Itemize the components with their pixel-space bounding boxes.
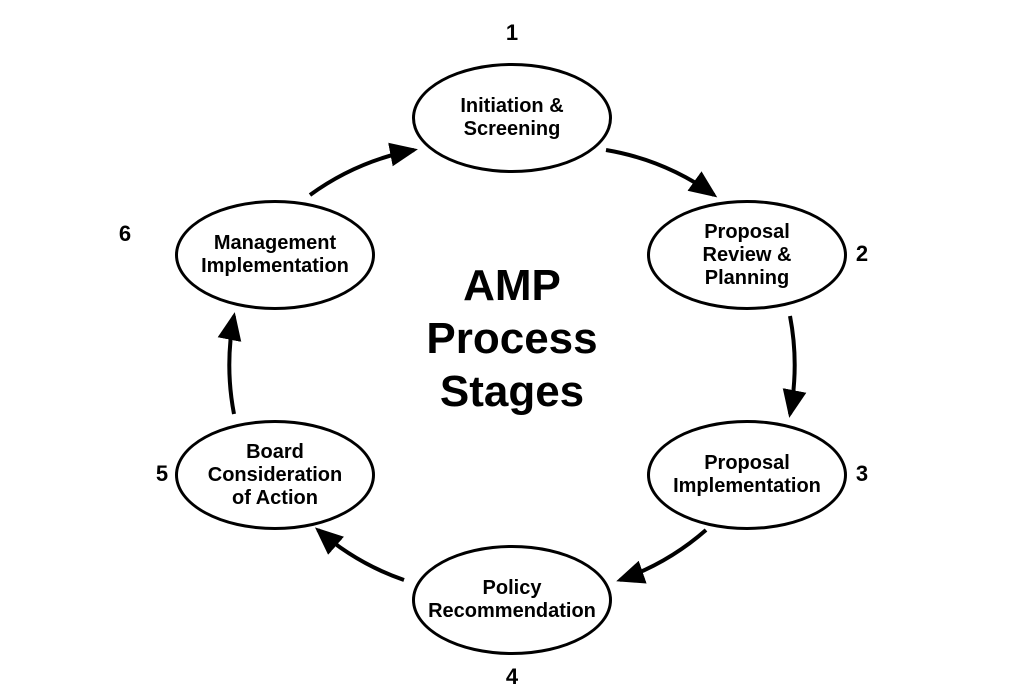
title-line-2: Process (352, 313, 672, 366)
title-line-1: AMP (352, 260, 672, 313)
title-line-3: Stages (352, 366, 672, 419)
stage-node-5: Board Consideration of Action (175, 420, 375, 530)
stage-number-6: 6 (110, 221, 140, 247)
stage-node-6: Management Implementation (175, 200, 375, 310)
stage-label: Proposal Review & Planning (703, 221, 792, 290)
stage-label: Board Consideration of Action (208, 441, 342, 510)
arrow-6-to-1 (310, 150, 414, 195)
arrow-4-to-5 (318, 530, 404, 580)
arrow-3-to-4 (620, 530, 706, 580)
stage-label: Initiation & Screening (460, 95, 563, 141)
stage-number-1: 1 (497, 20, 527, 46)
stage-number-4: 4 (497, 664, 527, 690)
stage-node-3: Proposal Implementation (647, 420, 847, 530)
stage-label: Proposal Implementation (673, 452, 821, 498)
stage-node-4: Policy Recommendation (412, 545, 612, 655)
stage-label: Management Implementation (201, 232, 349, 278)
arrow-1-to-2 (606, 150, 714, 195)
stage-number-3: 3 (847, 461, 877, 487)
arrow-5-to-6 (229, 316, 234, 414)
diagram-canvas: AMP Process Stages Initiation & Screenin… (0, 0, 1024, 698)
stage-label: Policy Recommendation (428, 577, 596, 623)
arrow-2-to-3 (790, 316, 795, 414)
stage-node-2: Proposal Review & Planning (647, 200, 847, 310)
stage-number-5: 5 (147, 461, 177, 487)
stage-number-2: 2 (847, 241, 877, 267)
diagram-title: AMP Process Stages (352, 260, 672, 418)
stage-node-1: Initiation & Screening (412, 63, 612, 173)
